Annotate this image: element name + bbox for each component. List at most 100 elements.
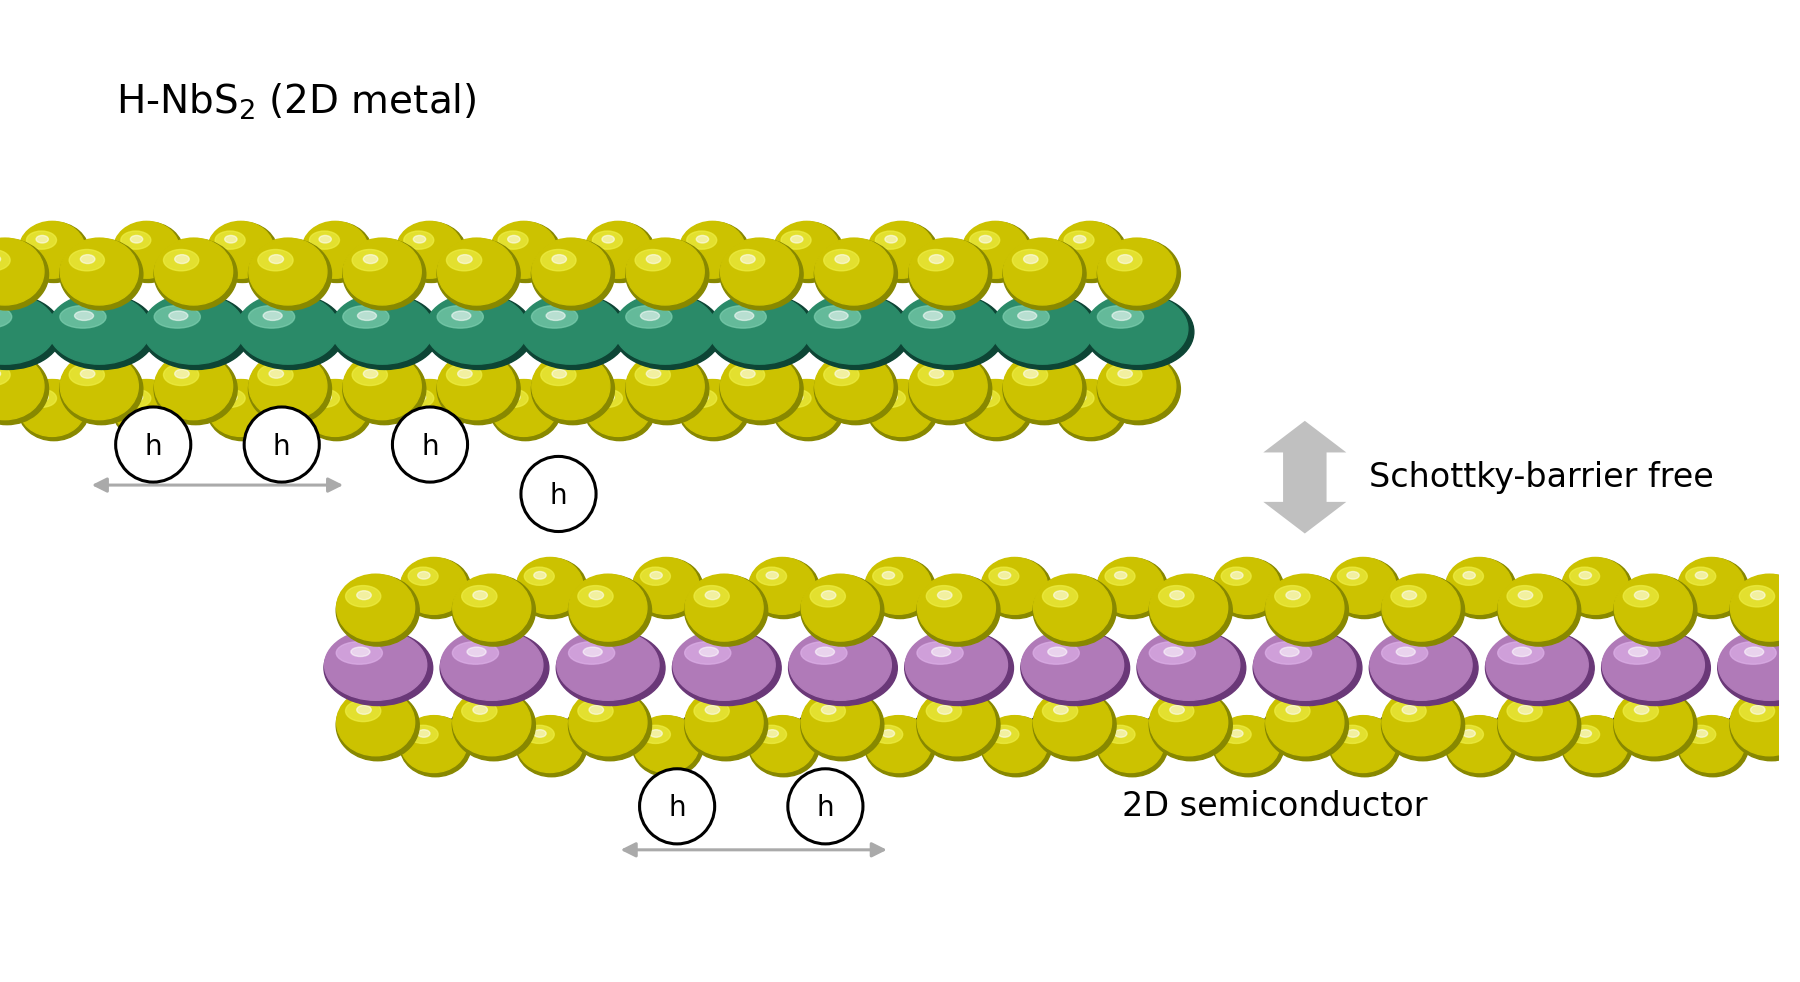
Ellipse shape xyxy=(585,380,655,441)
Ellipse shape xyxy=(626,353,704,419)
Ellipse shape xyxy=(916,641,963,664)
Ellipse shape xyxy=(1678,716,1744,773)
Ellipse shape xyxy=(331,295,439,369)
Ellipse shape xyxy=(1751,591,1766,600)
Ellipse shape xyxy=(815,238,893,305)
Ellipse shape xyxy=(1114,730,1127,737)
Ellipse shape xyxy=(1159,585,1193,607)
Ellipse shape xyxy=(1118,369,1132,378)
Ellipse shape xyxy=(1517,591,1534,600)
Ellipse shape xyxy=(1213,716,1283,777)
Ellipse shape xyxy=(1118,254,1132,263)
Ellipse shape xyxy=(0,364,11,386)
Ellipse shape xyxy=(454,574,531,641)
Ellipse shape xyxy=(1003,238,1082,305)
Ellipse shape xyxy=(1042,585,1078,607)
Ellipse shape xyxy=(1024,254,1039,263)
Ellipse shape xyxy=(1615,574,1697,646)
Ellipse shape xyxy=(310,389,340,408)
Ellipse shape xyxy=(1751,705,1766,714)
Ellipse shape xyxy=(788,629,891,700)
Ellipse shape xyxy=(68,364,104,386)
Ellipse shape xyxy=(626,305,671,328)
Ellipse shape xyxy=(1105,726,1136,743)
Ellipse shape xyxy=(1280,647,1300,657)
Ellipse shape xyxy=(729,249,765,271)
Ellipse shape xyxy=(531,239,614,310)
Ellipse shape xyxy=(499,231,527,249)
Ellipse shape xyxy=(155,354,238,424)
Ellipse shape xyxy=(1012,249,1048,271)
Ellipse shape xyxy=(1220,568,1251,585)
Ellipse shape xyxy=(634,558,698,615)
Ellipse shape xyxy=(1330,558,1400,619)
Ellipse shape xyxy=(1033,689,1116,761)
Ellipse shape xyxy=(774,222,844,283)
Ellipse shape xyxy=(1624,700,1658,722)
Ellipse shape xyxy=(524,568,554,585)
Ellipse shape xyxy=(1370,630,1478,705)
Ellipse shape xyxy=(835,254,850,263)
Ellipse shape xyxy=(517,558,587,619)
Ellipse shape xyxy=(556,629,659,700)
Ellipse shape xyxy=(1730,641,1777,664)
Ellipse shape xyxy=(979,236,992,243)
Ellipse shape xyxy=(650,572,662,579)
Ellipse shape xyxy=(632,558,704,619)
Ellipse shape xyxy=(0,353,43,419)
Ellipse shape xyxy=(918,688,995,756)
Ellipse shape xyxy=(59,354,142,424)
Ellipse shape xyxy=(403,389,434,408)
Ellipse shape xyxy=(68,249,104,271)
Ellipse shape xyxy=(695,585,729,607)
Ellipse shape xyxy=(634,716,698,773)
Ellipse shape xyxy=(790,394,803,402)
Ellipse shape xyxy=(1463,572,1476,579)
Ellipse shape xyxy=(679,222,749,283)
Ellipse shape xyxy=(1687,568,1715,585)
Ellipse shape xyxy=(1098,354,1181,424)
Circle shape xyxy=(245,407,319,482)
Ellipse shape xyxy=(47,295,157,369)
Ellipse shape xyxy=(18,380,90,441)
Ellipse shape xyxy=(909,305,956,328)
Ellipse shape xyxy=(684,574,767,646)
Ellipse shape xyxy=(774,221,841,278)
Ellipse shape xyxy=(1730,574,1800,641)
Ellipse shape xyxy=(583,647,603,657)
Ellipse shape xyxy=(767,572,778,579)
Circle shape xyxy=(639,769,715,844)
Ellipse shape xyxy=(614,295,722,369)
Ellipse shape xyxy=(1012,364,1048,386)
Ellipse shape xyxy=(531,305,578,328)
Ellipse shape xyxy=(59,305,106,328)
Ellipse shape xyxy=(938,591,952,600)
Ellipse shape xyxy=(0,354,49,424)
Ellipse shape xyxy=(155,305,200,328)
Ellipse shape xyxy=(1629,647,1647,657)
Ellipse shape xyxy=(452,641,499,664)
Ellipse shape xyxy=(614,294,716,364)
Ellipse shape xyxy=(531,354,614,424)
Ellipse shape xyxy=(1105,568,1136,585)
Text: h: h xyxy=(421,432,439,461)
Ellipse shape xyxy=(749,558,815,615)
Ellipse shape xyxy=(916,689,1001,761)
Ellipse shape xyxy=(351,647,371,657)
Ellipse shape xyxy=(1445,716,1516,777)
Ellipse shape xyxy=(545,311,565,320)
Ellipse shape xyxy=(401,558,466,615)
Ellipse shape xyxy=(446,364,482,386)
Ellipse shape xyxy=(1107,364,1141,386)
Ellipse shape xyxy=(981,558,1051,619)
Ellipse shape xyxy=(113,222,184,283)
Ellipse shape xyxy=(437,239,520,310)
Ellipse shape xyxy=(353,364,387,386)
Ellipse shape xyxy=(720,239,803,310)
Ellipse shape xyxy=(1678,716,1748,777)
Ellipse shape xyxy=(697,236,709,243)
Ellipse shape xyxy=(1678,558,1744,615)
Ellipse shape xyxy=(864,716,936,777)
Ellipse shape xyxy=(1053,705,1067,714)
Ellipse shape xyxy=(1730,689,1800,761)
